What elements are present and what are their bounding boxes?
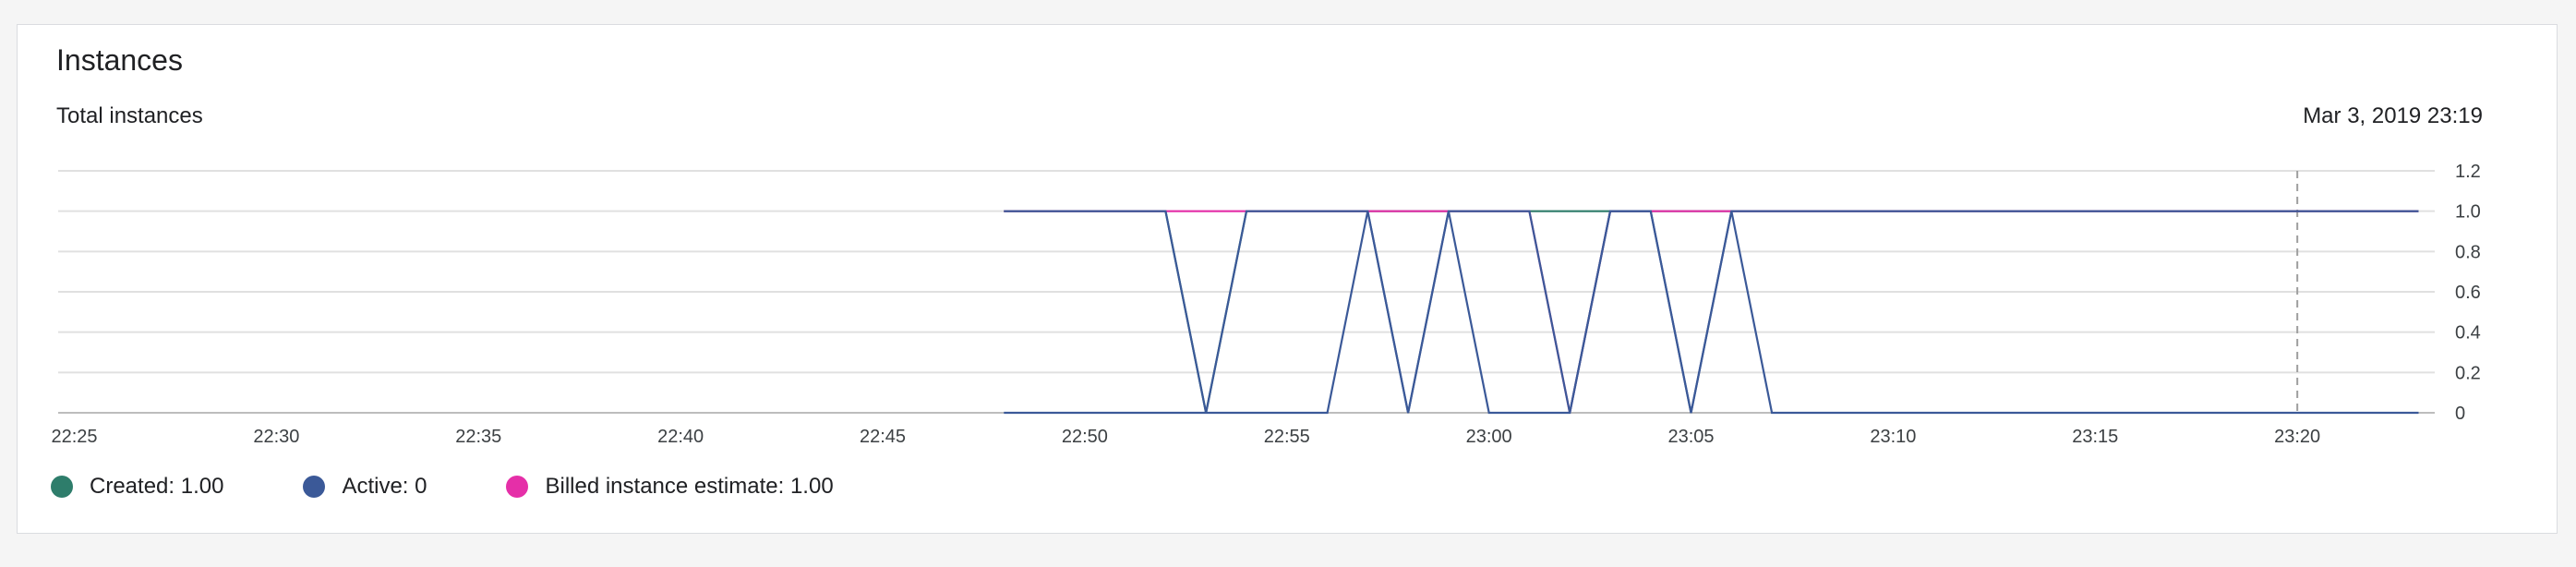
y-tick-label: 0 bbox=[2455, 404, 2465, 424]
x-tick-label: 23:15 bbox=[2072, 427, 2118, 447]
active-swatch bbox=[303, 476, 326, 498]
legend-item-created[interactable]: Created: 1.00 bbox=[51, 474, 223, 500]
chart-subtitle: Total instances bbox=[56, 103, 203, 128]
x-tick-label: 22:40 bbox=[657, 427, 704, 447]
x-tick-label: 22:45 bbox=[860, 427, 906, 447]
chart-legend: Created: 1.00 Active: 0 Billed instance … bbox=[51, 474, 913, 500]
billed-swatch bbox=[506, 476, 529, 498]
y-tick-label: 0.2 bbox=[2455, 363, 2481, 383]
card-title: Instances bbox=[56, 43, 183, 77]
y-tick-label: 1.2 bbox=[2455, 162, 2481, 182]
x-tick-label: 23:00 bbox=[1466, 427, 1512, 447]
created-swatch bbox=[51, 476, 73, 498]
x-tick-label: 22:55 bbox=[1264, 427, 1310, 447]
series-line-active bbox=[1004, 210, 2419, 415]
legend-label-billed: Billed instance estimate: 1.00 bbox=[545, 474, 834, 499]
x-tick-label: 22:50 bbox=[1062, 427, 1108, 447]
x-tick-label: 22:25 bbox=[51, 427, 97, 447]
legend-item-active[interactable]: Active: 0 bbox=[303, 474, 427, 500]
y-tick-label: 0.8 bbox=[2455, 242, 2481, 262]
y-tick-label: 0.4 bbox=[2455, 323, 2481, 344]
legend-item-billed[interactable]: Billed instance estimate: 1.00 bbox=[506, 474, 834, 500]
x-tick-label: 22:30 bbox=[253, 427, 299, 447]
legend-label-active: Active: 0 bbox=[342, 474, 427, 499]
legend-label-created: Created: 1.00 bbox=[90, 474, 224, 499]
x-tick-label: 22:35 bbox=[455, 427, 501, 447]
instances-line-chart[interactable]: 0 0.2 0.4 0.6 0.8 1.0 1.2 22:25 22:30 22:35 22:40 2… bbox=[18, 25, 2558, 535]
x-tick-label: 23:20 bbox=[2274, 427, 2320, 447]
x-tick-label: 23:05 bbox=[1667, 427, 1714, 447]
y-tick-label: 0.6 bbox=[2455, 283, 2481, 303]
instances-card: Instances Total instances Mar 3, 2019 23… bbox=[17, 24, 2558, 534]
x-tick-label: 23:10 bbox=[1870, 427, 1916, 447]
y-tick-label: 1.0 bbox=[2455, 202, 2481, 223]
hover-timestamp: Mar 3, 2019 23:19 bbox=[2303, 103, 2483, 128]
